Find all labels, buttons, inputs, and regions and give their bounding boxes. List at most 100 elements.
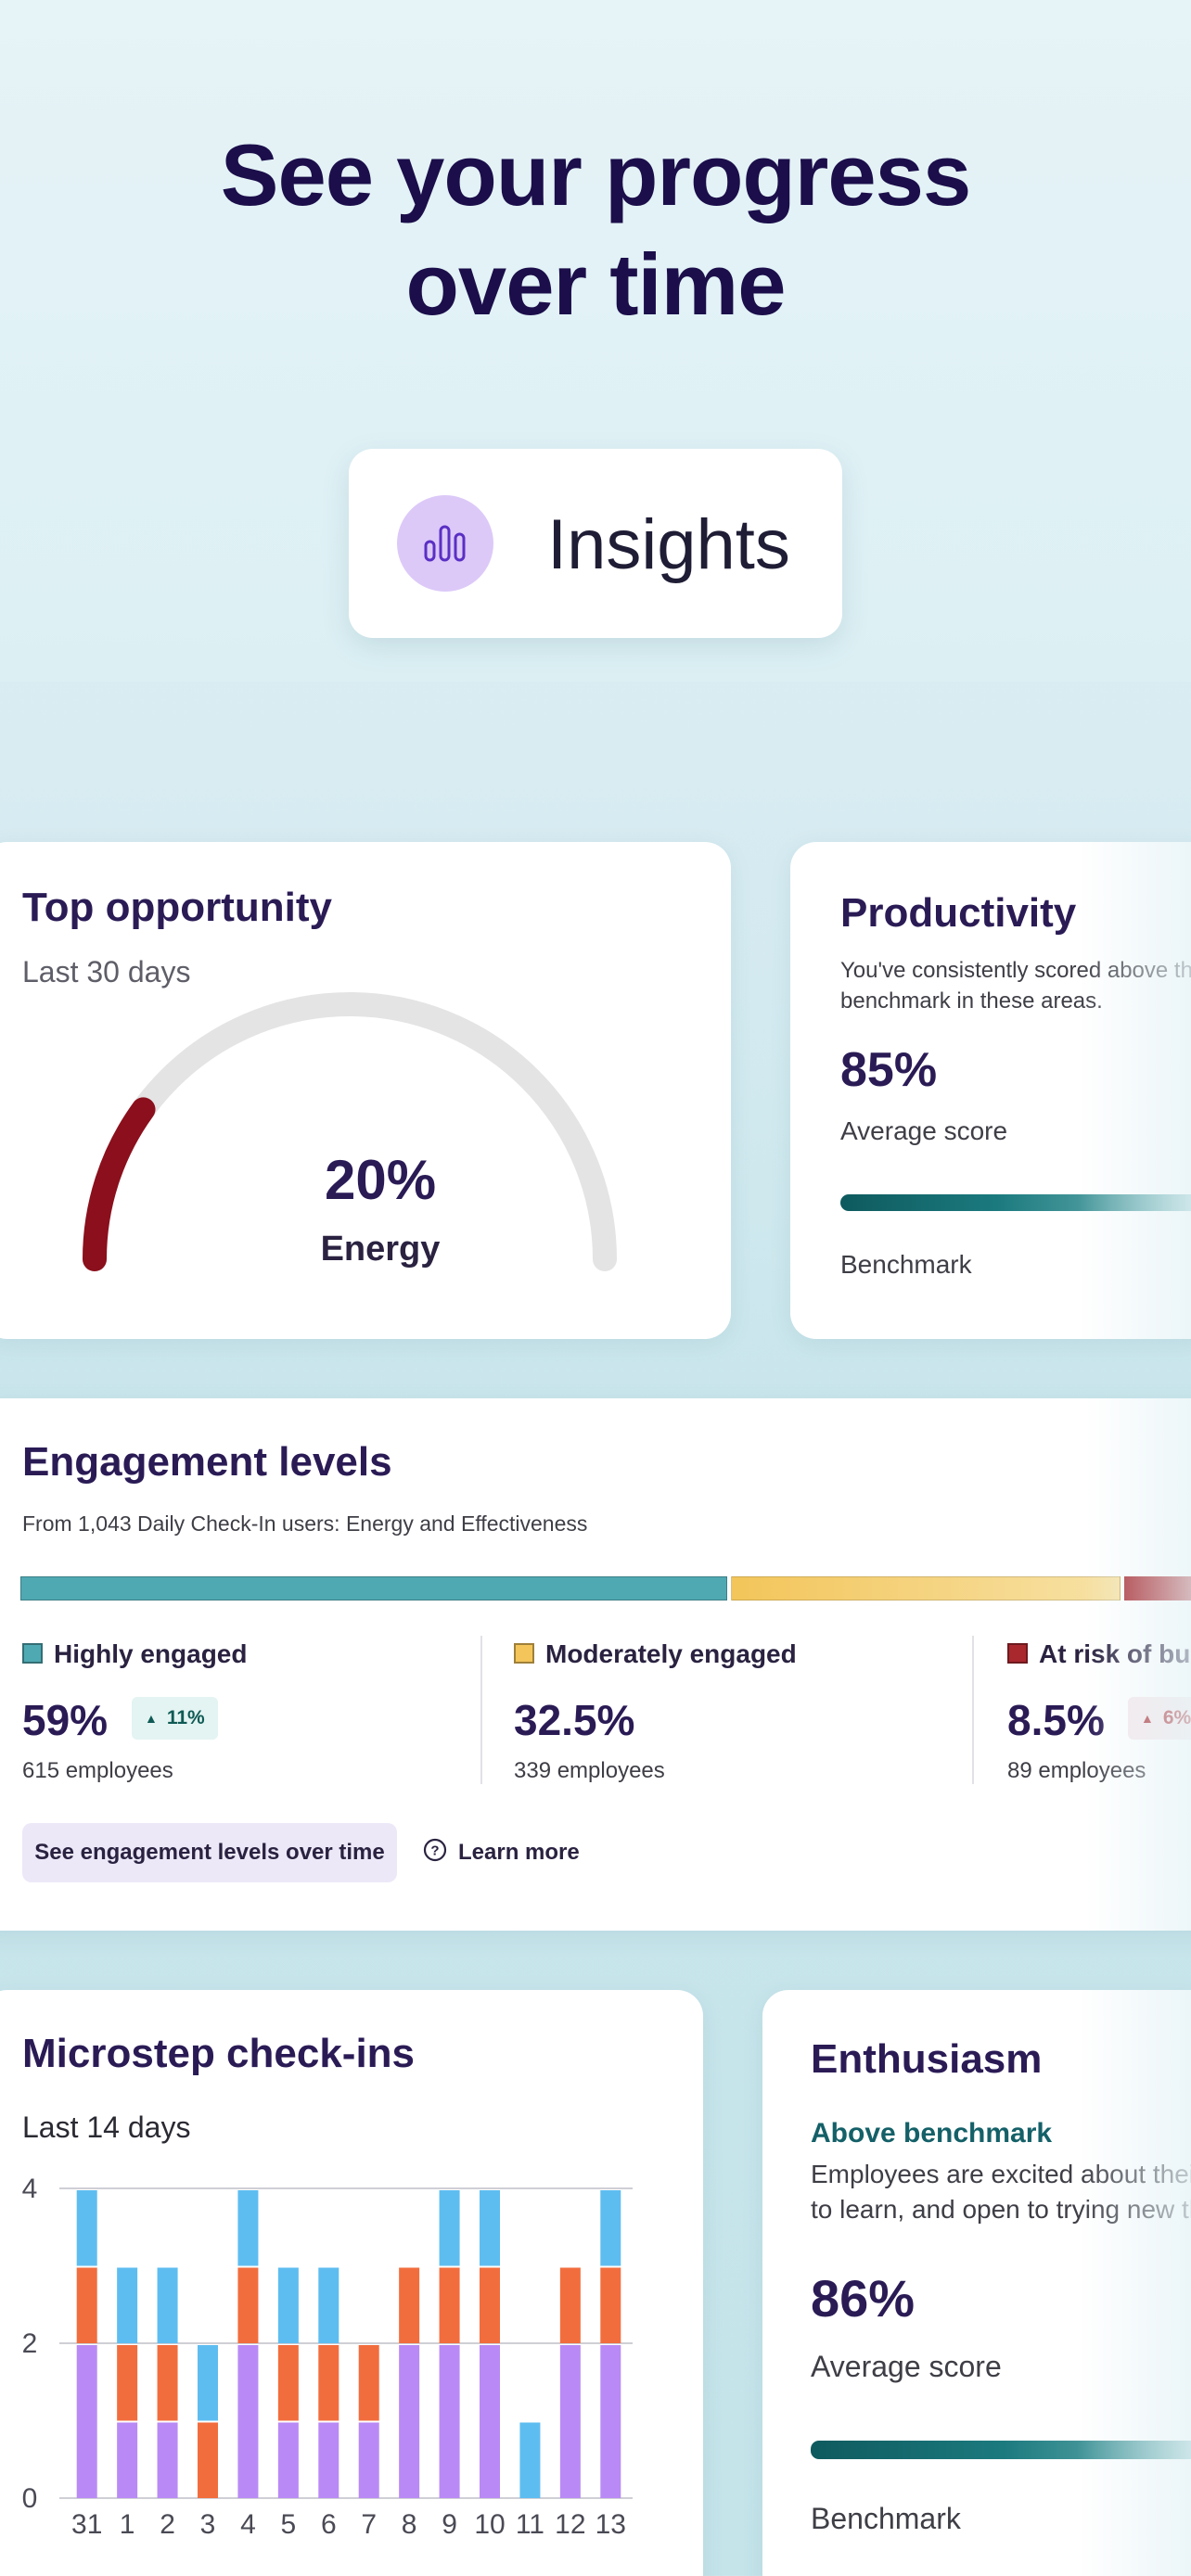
score-label: Average score bbox=[811, 2350, 1002, 2383]
y-tick-label: 2 bbox=[22, 2328, 38, 2359]
x-tick-label: 31 bbox=[71, 2509, 102, 2540]
x-tick-label: 9 bbox=[442, 2509, 457, 2540]
segment-bar-highly-engaged bbox=[20, 1576, 728, 1600]
description-line-2: to learn, and open to trying new th bbox=[811, 2195, 1191, 2224]
bar-segment bbox=[600, 2190, 621, 2266]
benchmark-status: Above benchmark bbox=[811, 2118, 1053, 2149]
bar-segment bbox=[399, 2267, 420, 2343]
bar-segment bbox=[237, 2267, 259, 2343]
segment-percent: 8.5% bbox=[1007, 1696, 1105, 1744]
x-tick-label: 13 bbox=[596, 2509, 626, 2540]
card-title: Top opportunity bbox=[22, 885, 332, 930]
hero-headline: See your progress over time bbox=[0, 121, 1191, 339]
segment-label: Highly engaged bbox=[54, 1639, 248, 1668]
bar-segment bbox=[237, 2190, 259, 2266]
badge-value: 11% bbox=[166, 1707, 205, 1728]
legend-swatch-moderately-engaged bbox=[514, 1643, 534, 1664]
bar-segment bbox=[399, 2345, 420, 2498]
score-bar bbox=[840, 1194, 1191, 1211]
bar-chart-icon bbox=[397, 495, 493, 592]
segment-employees: 615 employees bbox=[22, 1758, 173, 1783]
bar-segment bbox=[237, 2345, 259, 2498]
bar-segment bbox=[117, 2267, 138, 2343]
change-badge: ▲ 6% bbox=[1128, 1697, 1191, 1740]
card-title: Engagement levels bbox=[22, 1439, 392, 1485]
headline-line-2: over time bbox=[405, 236, 787, 333]
gauge-metric: Energy bbox=[320, 1230, 441, 1269]
bar-segment bbox=[600, 2345, 621, 2498]
bar-segment bbox=[358, 2422, 379, 2498]
see-engagement-over-time-button[interactable]: See engagement levels over time bbox=[22, 1823, 397, 1882]
microstep-card[interactable]: Microstep check-ins Last 14 days 0 2 4 3 1 1 2… bbox=[0, 1990, 703, 2576]
segment-label: At risk of burnout bbox=[1039, 1639, 1191, 1668]
bar-segment bbox=[318, 2267, 339, 2343]
legend-swatch-at-risk bbox=[1007, 1643, 1028, 1664]
bar-segment bbox=[480, 2345, 500, 2498]
enthusiasm-score: 86% bbox=[811, 2269, 916, 2327]
bar-segment bbox=[117, 2345, 138, 2421]
x-tick-label: 3 bbox=[200, 2509, 216, 2540]
arrow-up-icon: ▲ bbox=[1141, 1711, 1154, 1726]
insights-pill: Insights bbox=[349, 449, 842, 638]
bar-segment bbox=[559, 2345, 581, 2498]
x-tick-label: 5 bbox=[281, 2509, 297, 2540]
bar-segment bbox=[480, 2190, 500, 2266]
segment-percent: 59% bbox=[22, 1696, 109, 1744]
bar-segment bbox=[559, 2267, 581, 2343]
bar-segment bbox=[318, 2345, 339, 2421]
x-tick-label: 10 bbox=[474, 2509, 505, 2540]
gauge-fill bbox=[83, 1097, 156, 1271]
x-tick-label: 6 bbox=[321, 2509, 337, 2540]
engagement-card: Engagement levels From 1,043 Daily Check… bbox=[0, 1398, 1191, 1931]
bar-segment bbox=[439, 2345, 460, 2498]
bar-segment bbox=[117, 2422, 138, 2498]
top-opportunity-card[interactable]: Top opportunity Last 30 days 20% Energy bbox=[0, 842, 731, 1339]
arrow-up-icon: ▲ bbox=[145, 1711, 158, 1726]
engagement-stacked-bar bbox=[20, 1576, 1191, 1600]
learn-more-label: Learn more bbox=[458, 1840, 580, 1865]
engagement-subtitle: From 1,043 Daily Check-In users: Energy … bbox=[22, 1511, 588, 1536]
benchmark-label: Benchmark bbox=[811, 2502, 961, 2535]
learn-more-link[interactable]: ? Learn more bbox=[423, 1823, 580, 1882]
y-tick-label: 4 bbox=[22, 2174, 38, 2204]
bar-segment bbox=[439, 2190, 460, 2266]
segment-employees: 89 employees bbox=[1007, 1758, 1146, 1783]
x-tick-label: 2 bbox=[160, 2509, 175, 2540]
enthusiasm-card[interactable]: Enthusiasm Above benchmark Employees are… bbox=[762, 1990, 1191, 2576]
description-line-1: You've consistently scored above the bbox=[840, 958, 1191, 983]
bar-segment bbox=[157, 2422, 178, 2498]
score-bar bbox=[811, 2441, 1191, 2459]
bar-segment bbox=[157, 2267, 178, 2343]
x-tick-label: 8 bbox=[402, 2509, 417, 2540]
bar-segment bbox=[318, 2422, 339, 2498]
x-tick-label: 7 bbox=[361, 2509, 377, 2540]
productivity-card[interactable]: Productivity You've consistently scored … bbox=[790, 842, 1191, 1339]
bar-segment bbox=[76, 2345, 97, 2498]
bar-segment bbox=[277, 2345, 299, 2421]
bar-segment bbox=[277, 2422, 299, 2498]
segment-employees: 339 employees bbox=[514, 1758, 665, 1783]
y-tick-label: 0 bbox=[22, 2483, 38, 2514]
bar-segment bbox=[76, 2267, 97, 2343]
bar-segment bbox=[157, 2345, 178, 2421]
svg-text:?: ? bbox=[430, 1843, 439, 1858]
insights-label: Insights bbox=[547, 505, 790, 584]
x-tick-label: 11 bbox=[516, 2509, 544, 2540]
card-period: Last 30 days bbox=[22, 955, 191, 988]
bar-segment bbox=[277, 2267, 299, 2343]
segment-label: Moderately engaged bbox=[545, 1639, 797, 1668]
segment-bar-at-risk bbox=[1124, 1576, 1191, 1600]
card-title: Microstep check-ins bbox=[22, 2031, 416, 2076]
bar-segment bbox=[76, 2190, 97, 2266]
card-title: Productivity bbox=[840, 890, 1077, 936]
benchmark-label: Benchmark bbox=[840, 1250, 972, 1279]
bar-segment bbox=[198, 2422, 218, 2498]
bar-segment bbox=[439, 2267, 460, 2343]
legend-swatch-highly-engaged bbox=[22, 1643, 43, 1664]
card-period: Last 14 days bbox=[22, 2111, 191, 2144]
productivity-description: You've consistently scored above the ben… bbox=[840, 955, 1191, 1016]
enthusiasm-description: Employees are excited about their to lea… bbox=[811, 2157, 1191, 2227]
gauge-track bbox=[83, 992, 617, 1271]
question-circle-icon: ? bbox=[423, 1838, 447, 1868]
description-line-1: Employees are excited about their bbox=[811, 2160, 1191, 2188]
